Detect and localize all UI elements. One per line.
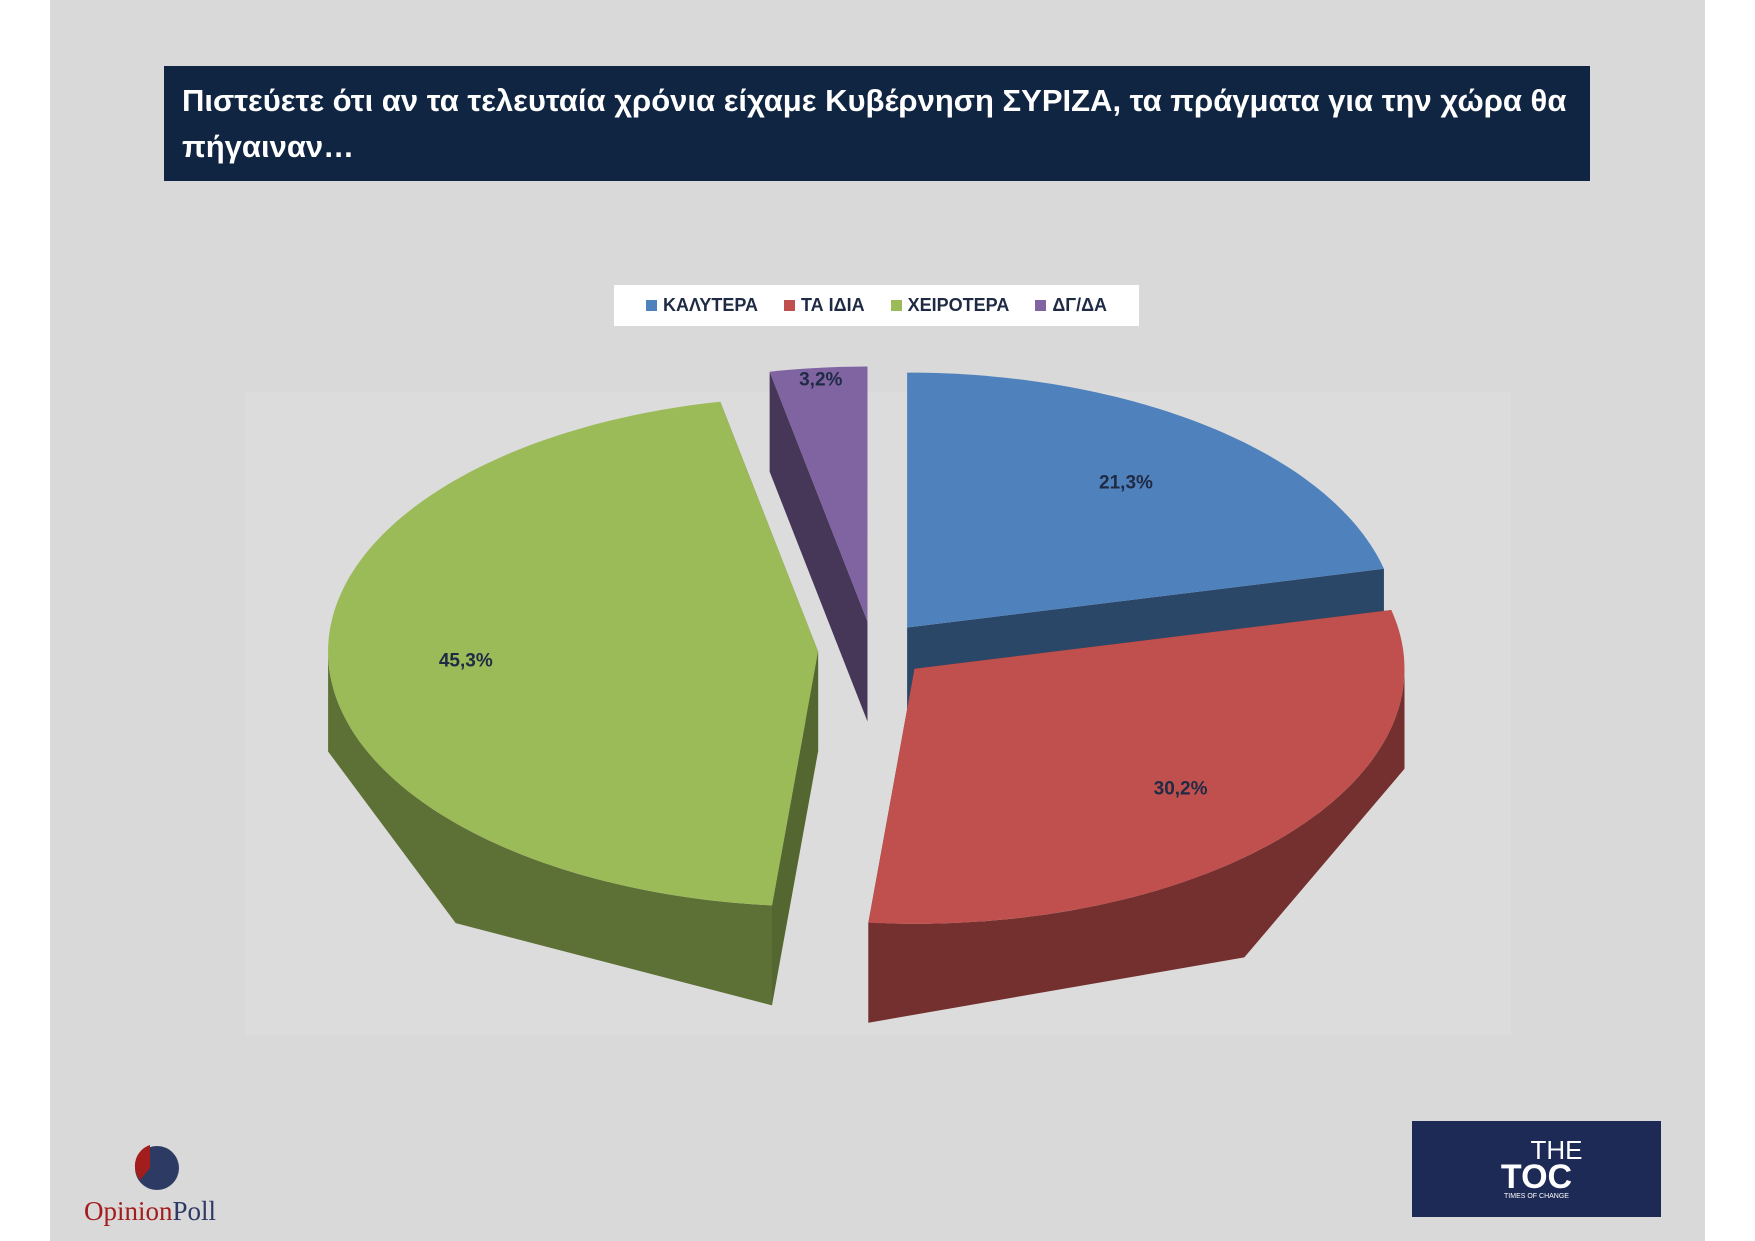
slice [907, 372, 1384, 628]
legend-swatch [1035, 300, 1047, 311]
logo-text: TIMES OF CHANGE [1504, 1193, 1569, 1200]
logo-text: Poll [173, 1196, 217, 1226]
legend-item: ΧΕΙΡΟΤΕΡΑ [890, 295, 1010, 316]
legend-label: ΔΓ/ΔΑ [1052, 295, 1108, 315]
slice [328, 401, 819, 906]
logo-right: THE TOC TIMES OF CHANGE [1412, 1121, 1661, 1217]
slice-side [769, 371, 868, 722]
data-label: 45,3% [439, 650, 493, 671]
data-label: 3,2% [799, 370, 842, 391]
legend-item: ΚΑΛΥΤΕΡΑ [645, 295, 759, 316]
slice-side [771, 651, 819, 1006]
legend-item: ΤΑ ΙΔΙΑ [784, 295, 865, 316]
legend-label: ΚΑΛΥΤΕΡΑ [662, 295, 759, 315]
slice-side [328, 651, 772, 1006]
legend-swatch [890, 300, 902, 311]
slice [769, 366, 868, 622]
logo-text: OpinionPoll [84, 1196, 216, 1226]
legend-swatch [645, 300, 657, 311]
logo-circle [134, 1145, 150, 1180]
legend-swatch [784, 300, 796, 311]
chart-title: Πιστεύετε ότι αν τα τελευταία χρόνια είχ… [164, 66, 1590, 181]
legend-item: ΔΓ/ΔΑ [1035, 295, 1107, 316]
slice [868, 610, 1405, 924]
logo-text: TOC [1500, 1158, 1573, 1196]
legend-label: ΤΑ ΙΔΙΑ [801, 295, 865, 315]
data-label: 21,3% [1099, 473, 1153, 494]
legend-label: ΧΕΙΡΟΤΕΡΑ [907, 295, 1010, 315]
logo-text: THE [1530, 1135, 1583, 1165]
logo-text: Opinion [84, 1196, 173, 1226]
legend: ΚΑΛΥΤΕΡΑ ΤΑ ΙΔΙΑ ΧΕΙΡΟΤΕΡΑ ΔΓ/ΔΑ [614, 285, 1139, 326]
data-label: 30,2% [1154, 778, 1208, 799]
slice-side [868, 668, 1405, 1023]
